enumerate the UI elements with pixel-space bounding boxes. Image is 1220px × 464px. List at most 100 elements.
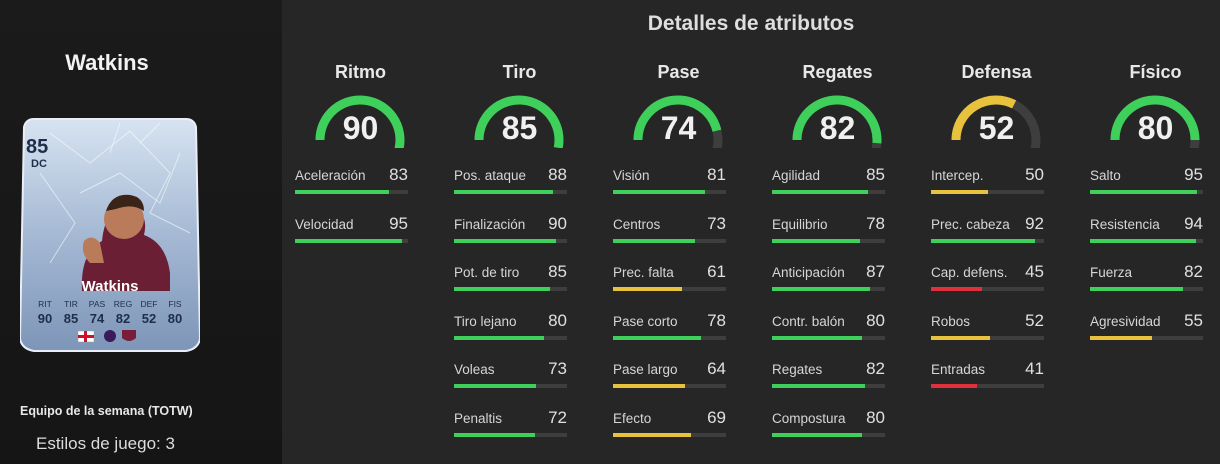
attribute-bar — [454, 287, 567, 291]
attribute-value: 82 — [866, 359, 885, 378]
card-stat-value: 85 — [64, 311, 78, 326]
category-value: 52 — [978, 110, 1015, 146]
attributes-title: Detalles de atributos — [647, 12, 855, 35]
attribute-label: Voleas — [454, 362, 495, 377]
card-player-name: Watkins — [82, 278, 139, 295]
attribute-bar-fill — [613, 336, 702, 340]
attribute-bar-fill — [454, 190, 554, 194]
attribute-row: Tiro lejano 80 — [454, 311, 567, 362]
attribute-row: Salto 95 — [1090, 165, 1203, 216]
attribute-row: Compostura 80 — [772, 408, 885, 459]
attribute-value: 64 — [707, 359, 726, 378]
attribute-bar-fill — [1090, 336, 1153, 340]
attribute-bar-fill — [772, 384, 865, 388]
attribute-bar-fill — [772, 433, 863, 437]
attribute-label: Salto — [1090, 168, 1121, 183]
gauge-fill — [315, 95, 405, 148]
category-gauge — [474, 95, 564, 148]
category-name: Físico — [1129, 62, 1182, 82]
attribute-row: Prec. cabeza 92 — [931, 214, 1044, 265]
attribute-bar-fill — [931, 287, 982, 291]
attribute-bar-fill — [772, 190, 869, 194]
attribute-bar — [613, 336, 726, 340]
attribute-bar — [1090, 336, 1203, 340]
attribute-value: 52 — [1025, 311, 1044, 330]
category-gauge — [1110, 95, 1200, 148]
attribute-value: 50 — [1025, 165, 1044, 184]
attribute-value: 83 — [389, 165, 408, 184]
category-gauge — [951, 95, 1041, 148]
card-stat-label: DEF — [141, 299, 158, 309]
card-stats: RIT 90 TIR 85 PAS 74 REG 82 DEF 52 FIS 80 — [38, 299, 182, 326]
attribute-bar — [295, 190, 408, 194]
attribute-label: Entradas — [931, 362, 986, 377]
attribute-value: 80 — [866, 311, 885, 330]
attribute-label: Aceleración — [295, 168, 366, 183]
attribute-value: 81 — [707, 165, 726, 184]
attribute-bar — [931, 239, 1044, 243]
attribute-label: Tiro lejano — [454, 314, 517, 329]
player-name: Watkins — [65, 50, 149, 75]
category-name: Pase — [657, 62, 700, 82]
category-value: 80 — [1137, 110, 1174, 146]
attribute-label: Regates — [772, 362, 823, 377]
attributes-panel: Detalles de atributos Ritmo 90 Aceleración… — [282, 0, 1220, 464]
attribute-value: 94 — [1184, 214, 1203, 233]
attribute-label: Agilidad — [772, 168, 821, 183]
attribute-bar — [1090, 190, 1203, 194]
attribute-row: Agresividad 55 — [1090, 311, 1203, 362]
attribute-row: Pase corto 78 — [613, 311, 726, 362]
card-badges — [77, 330, 136, 343]
category-name: Ritmo — [335, 62, 386, 82]
attribute-row: Aceleración 83 — [295, 165, 408, 216]
attribute-row: Fuerza 82 — [1090, 262, 1203, 313]
attribute-value: 87 — [866, 262, 885, 281]
attribute-bar-fill — [931, 336, 990, 340]
attribute-value: 88 — [548, 165, 567, 184]
attribute-row: Prec. falta 61 — [613, 262, 726, 313]
category-gauge — [315, 95, 405, 148]
attribute-bar-fill — [454, 239, 556, 243]
attribute-value: 55 — [1184, 311, 1203, 330]
attribute-bar — [295, 239, 408, 243]
attribute-bar-fill — [772, 239, 861, 243]
gauge-fill — [1110, 95, 1200, 141]
club-crest-icon — [122, 330, 136, 341]
attribute-bar-fill — [931, 384, 978, 388]
attribute-bar-fill — [454, 384, 537, 388]
attribute-value: 92 — [1025, 214, 1044, 233]
player-card: 85 DC Watkins RIT 90 TIR 85 PAS 74 REG 82 DEF 52 F… — [20, 118, 200, 352]
attribute-value: 95 — [1184, 165, 1203, 184]
attribute-bar — [931, 190, 1044, 194]
attribute-bar — [454, 433, 567, 437]
attribute-value: 73 — [548, 359, 567, 378]
attribute-value: 85 — [548, 262, 567, 281]
attribute-bar — [613, 433, 726, 437]
attribute-bar — [1090, 239, 1203, 243]
attribute-row: Pos. ataque 88 — [454, 165, 567, 216]
attribute-row: Robos 52 — [931, 311, 1044, 362]
card-stat-value: 90 — [38, 311, 52, 326]
attribute-label: Efecto — [613, 411, 652, 426]
card-stat-label: FIS — [168, 299, 182, 309]
league-icon — [104, 330, 116, 342]
card-stat-label: TIR — [64, 299, 78, 309]
attribute-bar — [931, 384, 1044, 388]
gauge-fill — [792, 95, 882, 144]
category-value: 90 — [342, 110, 379, 146]
attribute-bar — [1090, 287, 1203, 291]
attribute-row: Pot. de tiro 85 — [454, 262, 567, 313]
attribute-label: Pot. de tiro — [454, 265, 520, 280]
attribute-label: Fuerza — [1090, 265, 1133, 280]
category-name: Tiro — [502, 62, 537, 82]
attribute-label: Finalización — [454, 217, 526, 232]
attribute-bar-fill — [1090, 239, 1197, 243]
attribute-row: Entradas 41 — [931, 359, 1044, 410]
attribute-bar-fill — [454, 433, 536, 437]
attribute-label: Pase corto — [613, 314, 678, 329]
attribute-row: Penaltis 72 — [454, 408, 567, 459]
attribute-row: Pase largo 64 — [613, 359, 726, 410]
attribute-label: Centros — [613, 217, 661, 232]
attribute-value: 80 — [548, 311, 567, 330]
attribute-label: Penaltis — [454, 411, 503, 426]
